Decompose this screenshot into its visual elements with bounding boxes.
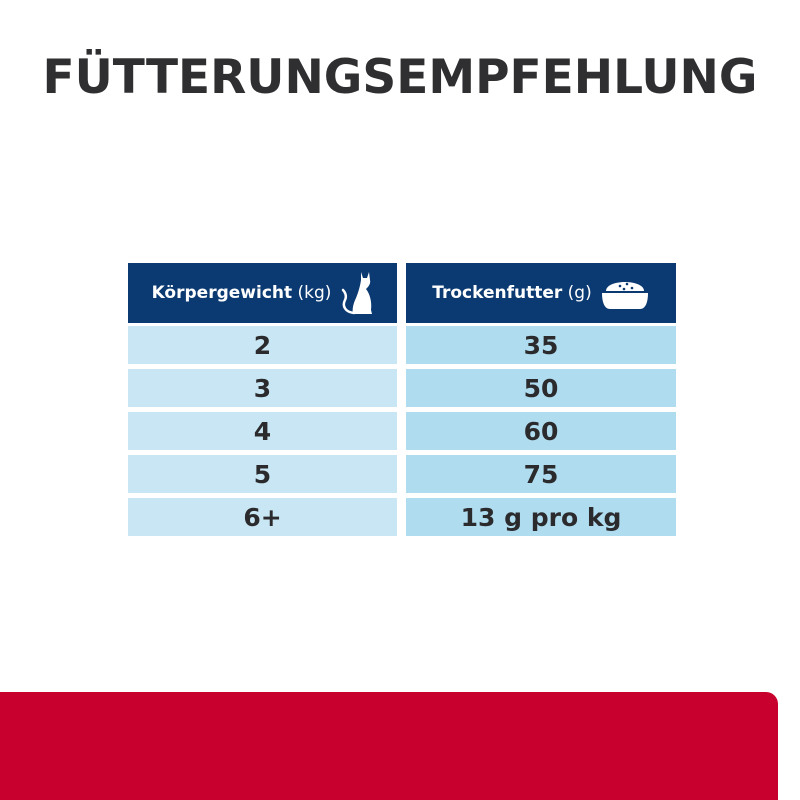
weight-cell: 6+ (128, 498, 397, 536)
weight-column-header: Körpergewicht (kg) (128, 263, 397, 323)
weight-cell: 3 (128, 369, 397, 407)
food-cell: 60 (406, 412, 676, 450)
food-cell: 75 (406, 455, 676, 493)
weight-cell: 4 (128, 412, 397, 450)
food-column-header: Trockenfutter (g) (406, 263, 676, 323)
red-banner (0, 692, 778, 800)
weight-header-label: Körpergewicht (151, 283, 293, 303)
food-cell: 13 g pro kg (406, 498, 676, 536)
food-bowl-icon (601, 282, 648, 309)
food-header-unit: (g) (567, 283, 592, 303)
weight-header-unit: (kg) (297, 283, 332, 303)
weight-cell: 2 (128, 326, 397, 364)
cat-icon (342, 272, 373, 315)
food-header-label: Trockenfutter (432, 283, 563, 303)
weight-cell: 5 (128, 455, 397, 493)
food-cell: 35 (406, 326, 676, 364)
food-cell: 50 (406, 369, 676, 407)
page-title: FÜTTERUNGSEMPFEHLUNG (42, 50, 758, 105)
